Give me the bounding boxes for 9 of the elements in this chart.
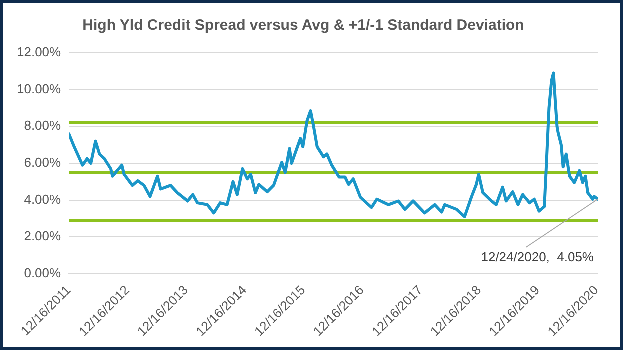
y-tick-label: 12.00% [16, 44, 62, 60]
annotation: 12/24/2020, 4.05% [481, 249, 594, 264]
y-tick-label: 4.00% [24, 192, 62, 207]
y-tick-label: 8.00% [24, 118, 62, 134]
y-tick-label: 2.00% [24, 228, 62, 244]
y-tick-label: 6.00% [24, 155, 62, 170]
chart-title: High Yld Credit Spread versus Avg & +1/-1 Standard Deviation [82, 17, 524, 34]
y-tick-label: 10.00% [16, 81, 62, 96]
y-tick-label: 0.00% [24, 266, 62, 281]
